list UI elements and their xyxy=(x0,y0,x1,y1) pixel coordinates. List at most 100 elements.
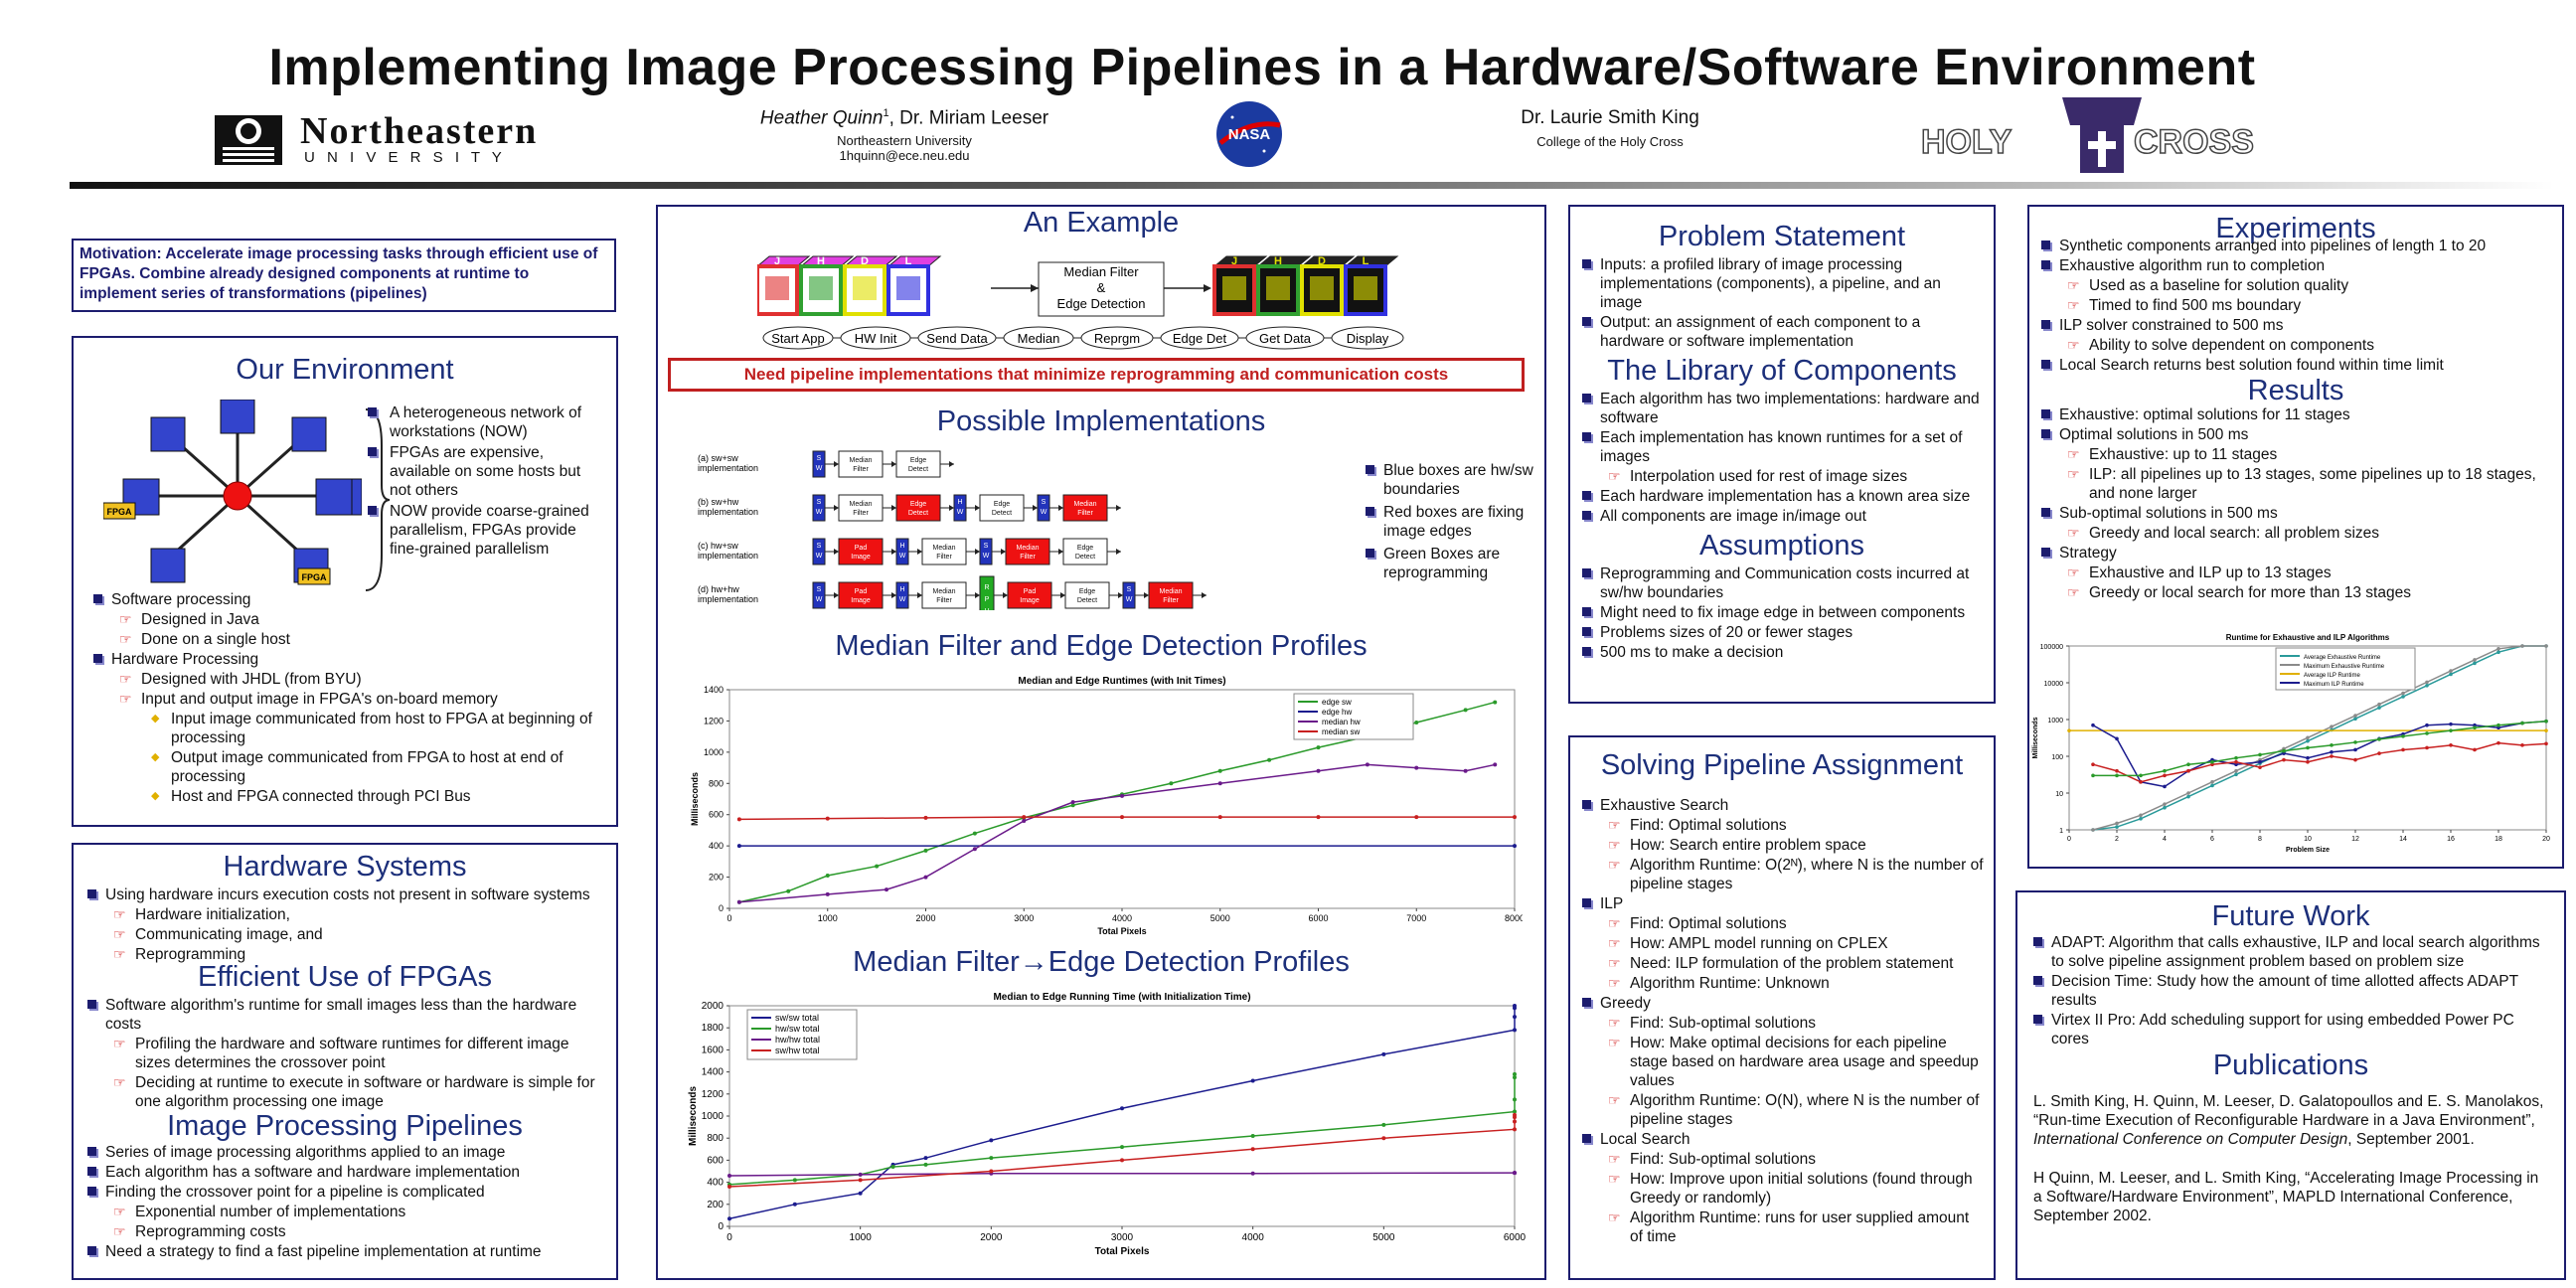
implementation-box-label: Median xyxy=(850,457,873,464)
assumptions-title: Assumptions xyxy=(1698,530,1864,562)
jhdl-cube-letter: J xyxy=(1231,255,1237,267)
implementation-box-label: Detect xyxy=(992,510,1012,517)
environment-bullet: FPGAs are expensive, available on some h… xyxy=(364,443,602,500)
implementation-row-label: (a) sw+sw xyxy=(698,453,738,463)
implementation-box-label: W xyxy=(816,465,823,472)
pipeline-item-1: Each algorithm has a software and hardwa… xyxy=(83,1163,606,1182)
legend-label: Maximum ILP Runtime xyxy=(2304,682,2364,688)
our-environment-panel: Our Environment FPGA FPGA A heterogeneou… xyxy=(72,336,618,827)
experiment-item-1: Exhaustive algorithm run to completion xyxy=(2037,256,2554,275)
svg-text:HOLY: HOLY xyxy=(1921,123,2012,161)
implementation-box-label: Detect xyxy=(908,510,928,517)
y-tick-label: 1 xyxy=(2059,828,2063,835)
library-item-1: Each implementation has known runtimes f… xyxy=(1578,428,1986,466)
data-point xyxy=(2234,759,2238,764)
y-tick-label: 400 xyxy=(709,841,724,851)
efficient-item-0: Software algorithm's runtime for small i… xyxy=(83,996,606,1034)
result-items: Exhaustive: optimal solutions for 11 sta… xyxy=(2037,405,2554,602)
experiment-item-6: Local Search returns best solution found… xyxy=(2037,356,2554,375)
pipeline-step-label: Display xyxy=(1347,331,1389,346)
implementation-box-label: Edge xyxy=(910,457,926,464)
data-point xyxy=(989,1138,994,1143)
fpga-chip-icon xyxy=(297,567,331,585)
data-point xyxy=(1513,1071,1517,1076)
data-point xyxy=(2210,783,2214,788)
data-point xyxy=(2425,745,2429,750)
data-point xyxy=(2377,737,2381,741)
implementation-box-label: S xyxy=(817,455,822,462)
implementation-row-label: implementation xyxy=(698,551,758,561)
y-tick-label: 1400 xyxy=(702,1067,724,1078)
implementation-box xyxy=(1062,494,1108,522)
data-point xyxy=(1513,1075,1517,1080)
implementation-arrowhead xyxy=(834,549,839,555)
pipeline-items: Series of image processing algorithms ap… xyxy=(83,1143,606,1261)
series-line xyxy=(2092,741,2547,783)
experiment-item-0: Synthetic components arranged into pipel… xyxy=(2037,237,2554,255)
data-point xyxy=(825,874,830,878)
implementation-arrowhead xyxy=(1116,505,1121,511)
implementation-box-label: Detect xyxy=(908,466,928,473)
implementation-box-label: R xyxy=(984,584,989,591)
data-point xyxy=(1365,762,1369,767)
solving-item-6: How: AMPL model running on CPLEX xyxy=(1578,934,1986,953)
data-point xyxy=(2353,747,2357,752)
pipeline-step-label: Start App xyxy=(771,331,824,346)
y-tick-label: 2000 xyxy=(702,1001,724,1012)
x-tick-label: 5000 xyxy=(1372,1232,1395,1243)
solving-item-13: Local Search xyxy=(1578,1130,1986,1149)
implementation-box-label: Filter xyxy=(936,597,952,604)
implementation-box-label: Edge xyxy=(1077,545,1093,552)
an-example-title: An Example xyxy=(1023,207,1180,239)
data-point xyxy=(2091,762,2095,767)
y-axis-label: Milliseconds xyxy=(688,1086,699,1146)
implementation-box-label: Edge xyxy=(1079,588,1095,595)
data-point xyxy=(1513,1127,1517,1132)
x-tick-label: 0 xyxy=(2067,836,2071,843)
hardware-items: Using hardware incurs execution costs no… xyxy=(83,886,606,964)
environment-item-4: Designed with JHDL (from BYU) xyxy=(89,670,606,689)
future-items: ADAPT: Algorithm that calls exhaustive, … xyxy=(2029,933,2552,1048)
data-point xyxy=(923,815,928,820)
implementation-box xyxy=(1148,581,1194,609)
implementation-box-label: Pad xyxy=(855,588,868,595)
implementation-arrowhead xyxy=(1058,549,1063,555)
library-item-4: All components are image in/image out xyxy=(1578,507,1986,526)
pipeline-step-label: Median xyxy=(1018,331,1060,346)
implementation-arrowhead xyxy=(949,505,954,511)
implementation-box-label: W xyxy=(983,553,990,560)
data-point xyxy=(875,864,880,869)
data-point xyxy=(1513,1015,1517,1020)
data-point xyxy=(2544,719,2548,724)
environment-items: Software processingDesigned in JavaDone … xyxy=(89,590,606,807)
implementation-box-label: P xyxy=(985,596,990,603)
implementation-note: Red boxes are fixing image edges xyxy=(1362,503,1540,541)
jhdl-cube-glyph-icon xyxy=(1266,276,1290,300)
solving-item-12: Algorithm Runtime: O(N), where N is the … xyxy=(1578,1091,1986,1129)
data-point xyxy=(2186,794,2190,799)
implementation-box-label: S xyxy=(1127,586,1132,593)
x-tick-label: 2 xyxy=(2115,836,2119,843)
data-point xyxy=(1513,1112,1517,1117)
data-point xyxy=(2258,759,2262,764)
implementation-row-label: (b) sw+hw xyxy=(698,497,739,507)
median-edge-runtimes-chart: Median and Edge Runtimes (with Init Time… xyxy=(690,676,1523,936)
implementation-box-label: Edge xyxy=(994,501,1010,508)
example-pipeline-diagram: J H D L Median Filter & Edge Detection J H D L xyxy=(757,255,1399,317)
data-point xyxy=(736,899,741,904)
hardware-item-1: Hardware initialization, xyxy=(83,905,606,924)
x-tick-label: 1000 xyxy=(818,913,838,923)
pipeline-step-label: Edge Det xyxy=(1173,331,1227,346)
holy-cross-logo: HOLY CROSS xyxy=(1913,85,2291,175)
data-point xyxy=(786,888,791,893)
y-tick-label: 0 xyxy=(718,1221,724,1232)
implementation-box xyxy=(838,494,884,522)
x-tick-label: 3000 xyxy=(1014,913,1034,923)
data-point xyxy=(1381,1136,1386,1141)
data-point xyxy=(2306,745,2310,750)
data-point xyxy=(923,1156,928,1161)
workstation-icon xyxy=(150,548,186,583)
author-heather-quinn: Heather Quinn xyxy=(759,107,884,129)
data-point xyxy=(1267,757,1272,762)
data-point xyxy=(1493,762,1498,767)
